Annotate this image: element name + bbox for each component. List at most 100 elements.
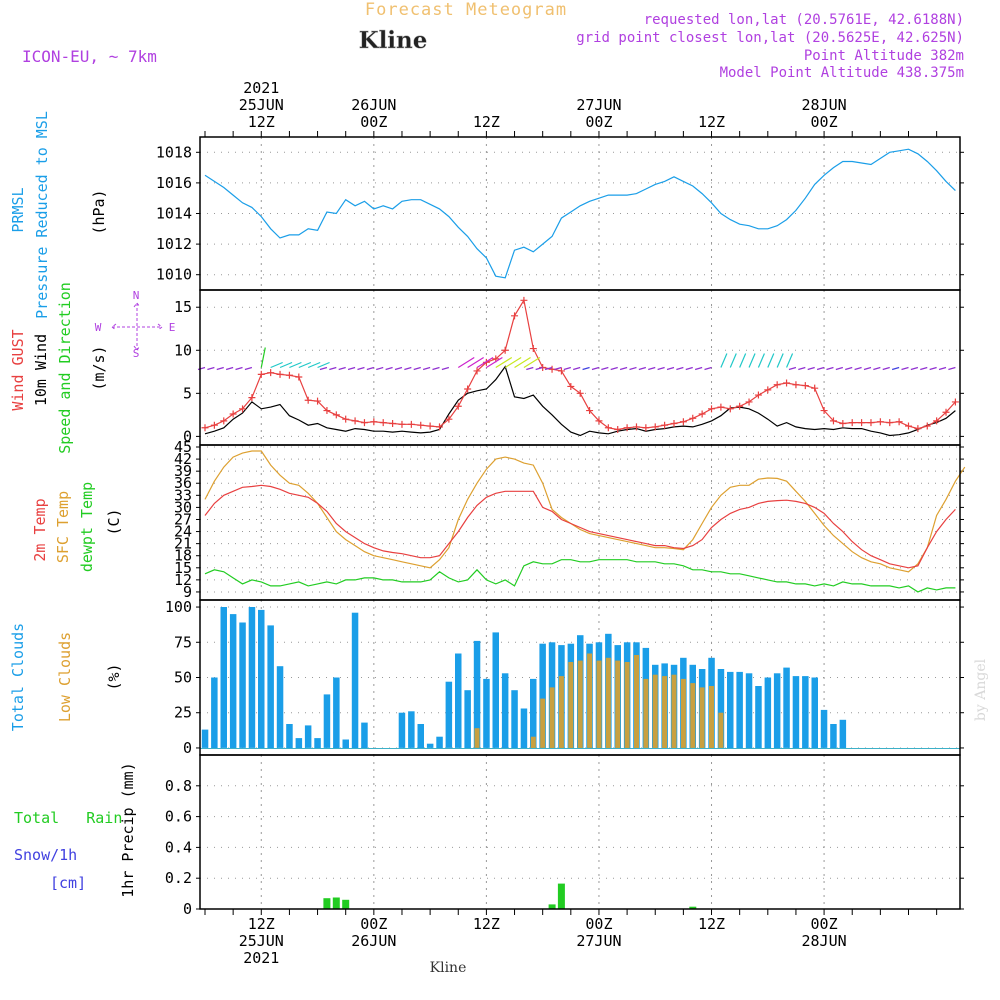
gust-marker — [454, 402, 462, 410]
compass-cross-icon — [111, 302, 163, 351]
ytick-label-pressure: 1018 — [156, 143, 192, 161]
total-cloud-bar — [295, 738, 303, 748]
temp-label-3: dewpt Temp — [78, 482, 96, 572]
gust-marker — [267, 369, 275, 377]
low-cloud-bar — [680, 678, 686, 748]
gust-marker — [464, 385, 472, 393]
ytick-label-precip: 0.6 — [165, 808, 192, 826]
wind-direction-arrow — [610, 366, 618, 371]
wind-direction-arrow — [901, 366, 909, 371]
ytick-label-temp: 15 — [174, 559, 192, 577]
gust-marker — [886, 419, 894, 427]
wind-direction-arrow — [757, 353, 765, 368]
wind10-line — [204, 365, 956, 437]
gust-marker — [332, 411, 340, 419]
gust-marker — [905, 422, 912, 430]
dewpt-line — [204, 559, 956, 593]
gust-marker — [370, 418, 378, 426]
wind-direction-arrow — [298, 361, 312, 369]
ytick-label-temp: 18 — [174, 547, 192, 565]
ytick-label-temp: 30 — [174, 498, 192, 516]
gust-marker — [379, 419, 387, 427]
total-cloud-bar — [811, 677, 818, 748]
temp-labels: 2m Temp SFC Temp dewpt Temp (C) — [31, 482, 123, 572]
low-cloud-bar — [690, 683, 696, 748]
gust-marker — [614, 426, 622, 433]
gust-marker — [520, 296, 528, 304]
wind-label-1: Wind GUST — [9, 329, 27, 410]
ytick-label-clouds: 100 — [165, 598, 192, 616]
wind-direction-arrow — [826, 366, 834, 371]
wind-direction-arrow — [486, 356, 503, 369]
gust-marker — [426, 422, 434, 430]
compass-s: S — [133, 347, 140, 360]
total-cloud-bar — [839, 719, 847, 748]
wind-direction-arrow — [873, 366, 881, 371]
total-cloud-bar — [745, 673, 753, 748]
top-time-label: 12Z — [473, 113, 500, 131]
low-cloud-bar — [596, 660, 602, 748]
top-time-label: 12Z — [698, 113, 725, 131]
gust-marker — [342, 415, 350, 423]
wind-direction-arrow — [476, 356, 494, 369]
pressure-labels: PRMSL Pressure Reduced to MSL (hPa) — [9, 111, 108, 319]
gust-line — [204, 298, 956, 431]
gust-marker — [783, 379, 791, 387]
gust-marker — [623, 424, 631, 432]
bottom-time-label: 25JUN — [239, 932, 284, 950]
wind-direction-arrow — [920, 366, 928, 371]
location-title: Kline — [359, 27, 428, 54]
snow-unit-label: [cm] — [50, 874, 86, 892]
low-cloud-bar — [568, 662, 574, 748]
total-cloud-bar — [398, 712, 406, 748]
wind-direction-arrow — [720, 353, 728, 368]
prmsl-line — [204, 148, 956, 279]
gust-marker — [792, 381, 800, 389]
wind-direction-arrow — [317, 361, 330, 369]
wind-direction-arrow — [694, 366, 703, 371]
wind-direction-arrow — [457, 356, 475, 369]
low-cloud-bar — [530, 736, 536, 748]
wind-direction-arrow — [648, 366, 656, 371]
top-time-label: 28JUN — [802, 96, 847, 114]
ytick-label-clouds: 25 — [174, 704, 192, 722]
wind-direction-arrow — [582, 366, 590, 371]
gust-marker — [689, 414, 697, 422]
gust-marker — [736, 402, 744, 410]
ytick-label-pressure: 1010 — [156, 266, 192, 284]
wind-direction-arrow — [535, 366, 543, 371]
footer-location: Kline — [430, 960, 467, 976]
wind-label-3: Speed and Direction — [56, 282, 74, 454]
top-time-label: 12Z — [248, 113, 275, 131]
pressure-label-3: (hPa) — [90, 189, 108, 234]
total-cloud-bar — [820, 709, 828, 748]
total-cloud-bar — [736, 671, 743, 748]
ytick-label-temp: 24 — [174, 523, 192, 541]
wind-direction-arrow — [729, 353, 737, 368]
wind-direction-arrow — [413, 366, 421, 371]
wind-direction-arrow — [307, 361, 321, 369]
total-cloud-bar — [229, 614, 237, 748]
ytick-label-precip: 0.2 — [165, 869, 192, 887]
wind-direction-arrow — [366, 366, 375, 371]
bottom-time-label: 12Z — [473, 915, 500, 933]
total-cloud-bar — [473, 640, 481, 748]
wind-direction-arrow — [329, 366, 337, 371]
total-cloud-bar — [323, 694, 331, 748]
wind-direction-arrow — [432, 366, 440, 371]
top-time-label: 27JUN — [576, 96, 621, 114]
total-cloud-bar — [276, 666, 284, 748]
ytick-label-precip: 0.8 — [165, 777, 192, 795]
gust-marker — [679, 418, 687, 426]
gust-marker — [407, 420, 415, 428]
wind-direction-arrow — [863, 366, 872, 371]
gust-marker — [717, 403, 725, 411]
total-cloud-bar — [483, 678, 490, 748]
gust-marker — [895, 418, 903, 426]
gust-marker — [951, 398, 959, 406]
gust-marker — [632, 423, 640, 431]
compass-e: E — [169, 321, 176, 334]
ytick-label-clouds: 50 — [174, 669, 192, 687]
compass-legend: N S W E — [95, 289, 176, 360]
